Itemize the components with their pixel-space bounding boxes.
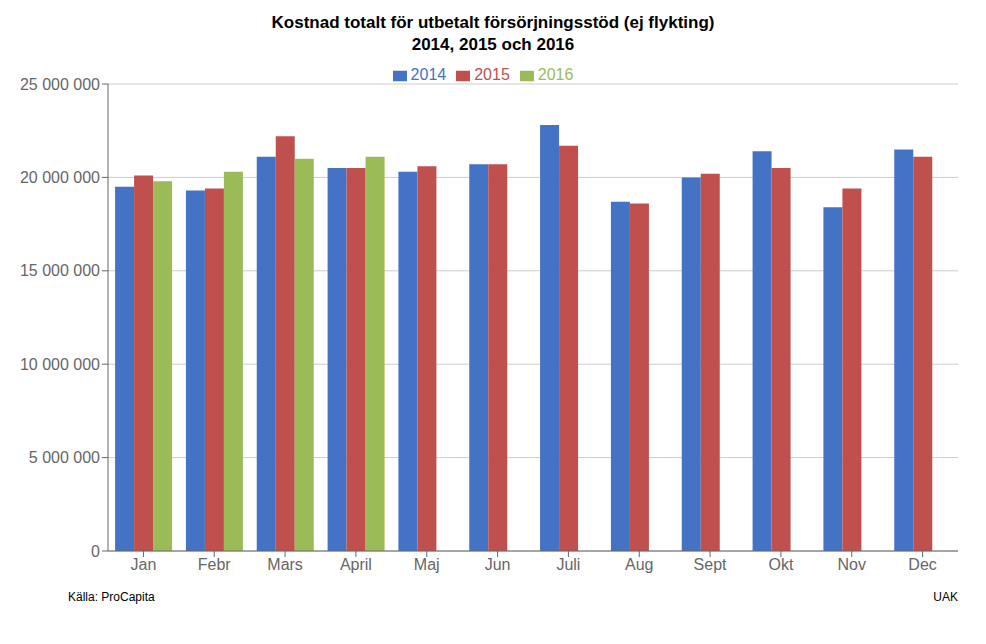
html-text:UAK: UAK <box>933 590 958 604</box>
svg-text:Okt: Okt <box>768 556 793 573</box>
svg-text:April: April <box>340 556 372 573</box>
svg-text:10 000 000: 10 000 000 <box>20 356 100 373</box>
svg-text:0: 0 <box>91 543 100 560</box>
svg-text:Mars: Mars <box>267 556 303 573</box>
svg-text:Maj: Maj <box>414 556 440 573</box>
svg-text:5 000 000: 5 000 000 <box>29 449 100 466</box>
html-text:2016: 2016 <box>537 66 574 83</box>
svg-text:Jan: Jan <box>131 556 157 573</box>
svg-text:Dec: Dec <box>908 556 936 573</box>
svg-text:Jun: Jun <box>485 556 511 573</box>
svg-text:Febr: Febr <box>198 556 232 573</box>
svg-text:Juli: Juli <box>556 556 580 573</box>
html-text:Kostnad totalt för utbetalt fö: Kostnad totalt för utbetalt försörjnings… <box>271 13 715 32</box>
html-text:Källa: ProCapita: Källa: ProCapita <box>68 590 155 604</box>
svg-text:15 000 000: 15 000 000 <box>20 262 100 279</box>
html-text:2015: 2015 <box>474 66 510 83</box>
svg-text:Sept: Sept <box>694 556 727 573</box>
html-text:2014, 2015 och 2016: 2014, 2015 och 2016 <box>411 35 575 54</box>
html-text:2014: 2014 <box>410 66 447 83</box>
svg-text:Nov: Nov <box>838 556 866 573</box>
svg-text:Aug: Aug <box>625 556 653 573</box>
svg-text:20 000 000: 20 000 000 <box>20 169 100 186</box>
svg-text:25 000 000: 25 000 000 <box>20 76 100 93</box>
